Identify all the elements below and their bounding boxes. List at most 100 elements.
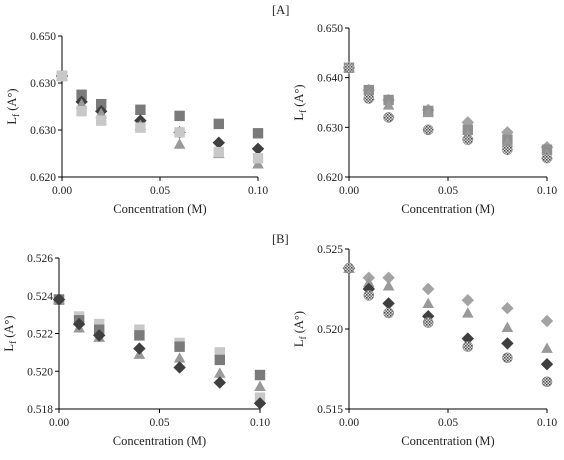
x-axis-label: Concentration (M) [401,434,494,448]
y-axis-label: Lf (A°) [292,84,308,120]
y-axis-label: Lf (A°) [292,311,308,347]
data-point [541,152,553,164]
y-tick-label: 0.520 [317,324,343,336]
y-tick-label: 0.518 [27,404,53,416]
data-point [462,341,474,352]
axes [61,36,258,178]
data-point [135,104,146,115]
y-tick-label: 0.525 [317,244,343,256]
series-4 [56,70,264,164]
x-axis-label: Concentration (M) [113,434,206,448]
series-3 [53,293,266,391]
y-tick-label: 0.650 [317,23,343,35]
axes [348,249,547,410]
y-tick-label: 0.630 [30,125,56,137]
chart-2: 0.620 0.630 0.640 0.650 0.00 0.05 0.10 Concentr… [292,23,557,216]
data-point [501,136,514,147]
chart-4: 0.515 0.520 0.525 0.00 0.05 0.10 Concentration… [292,244,557,448]
data-point [252,128,264,139]
y-tick-label: 0.520 [27,366,53,378]
data-point [363,276,375,288]
x-axis-label: Concentration (M) [113,202,206,216]
x-tick-label: 0.05 [149,417,169,429]
data-point [173,138,186,149]
x-tick-label: 0.00 [339,185,359,197]
data-point [363,290,375,301]
y-tick-label: 0.630 [30,78,56,90]
x-tick-label: 0.10 [250,417,270,429]
data-point [383,112,394,123]
x-tick-label: 0.00 [49,417,69,429]
data-point [343,62,355,74]
y-tick-label: 0.640 [317,73,343,85]
series-1 [53,294,266,403]
y-tick-label: 0.515 [317,404,343,416]
data-point [174,110,185,122]
data-point [213,118,224,130]
data-point [173,361,186,374]
series-1 [56,70,264,139]
data-point [213,146,224,158]
data-point [135,122,146,133]
data-point [422,124,434,136]
data-point [96,115,107,126]
y-tick-label: 0.650 [30,31,56,43]
data-point [383,307,394,319]
series-1 [342,262,554,328]
y-axis-label: Lf (A°) [2,315,18,351]
data-point [343,262,355,274]
x-tick-label: 0.10 [537,185,557,197]
chart-3: 0.518 0.520 0.522 0.524 0.526 0.00 0.05 0.10 Con… [2,253,270,448]
data-point [174,127,185,138]
data-point [501,126,514,139]
data-point [214,354,225,366]
x-tick-label: 0.05 [438,185,458,197]
data-point [382,280,395,291]
data-point [174,341,185,352]
series-2 [55,69,265,155]
data-point [213,376,226,389]
data-point [214,347,225,358]
data-point [382,99,395,110]
series-3 [56,70,264,169]
panel-label-a: [A] [272,3,289,17]
x-tick-label: 0.00 [52,185,72,197]
y-tick-label: 0.620 [30,172,56,184]
x-tick-label: 0.10 [248,185,268,197]
data-point [382,271,395,284]
data-point [462,307,474,318]
data-point [76,89,87,100]
data-point [502,352,513,364]
x-tick-label: 0.10 [537,417,557,429]
data-point [93,329,106,342]
x-axis-label: Concentration (M) [401,202,494,216]
y-tick-label: 0.630 [317,122,343,134]
series-2 [343,62,553,155]
data-point [254,380,266,391]
data-point [501,337,514,350]
y-tick-label: 0.526 [27,253,53,265]
data-point [541,342,553,353]
data-point [540,358,554,371]
data-point [214,367,226,378]
data-point [56,70,68,82]
data-point [501,321,514,333]
data-point [253,397,267,410]
y-tick-label: 0.620 [317,172,343,184]
data-point [134,324,145,335]
data-point [422,282,435,296]
panel-label-b: [B] [272,232,289,246]
data-point [76,106,87,117]
data-point [173,352,186,363]
data-point [251,142,265,155]
x-tick-label: 0.05 [150,185,170,197]
series-1 [342,61,554,154]
series-3 [343,61,553,160]
data-point [52,293,66,306]
data-point [382,297,395,310]
axes [348,28,547,178]
data-point [422,106,434,118]
data-point [72,317,86,331]
x-tick-label: 0.05 [438,417,458,429]
